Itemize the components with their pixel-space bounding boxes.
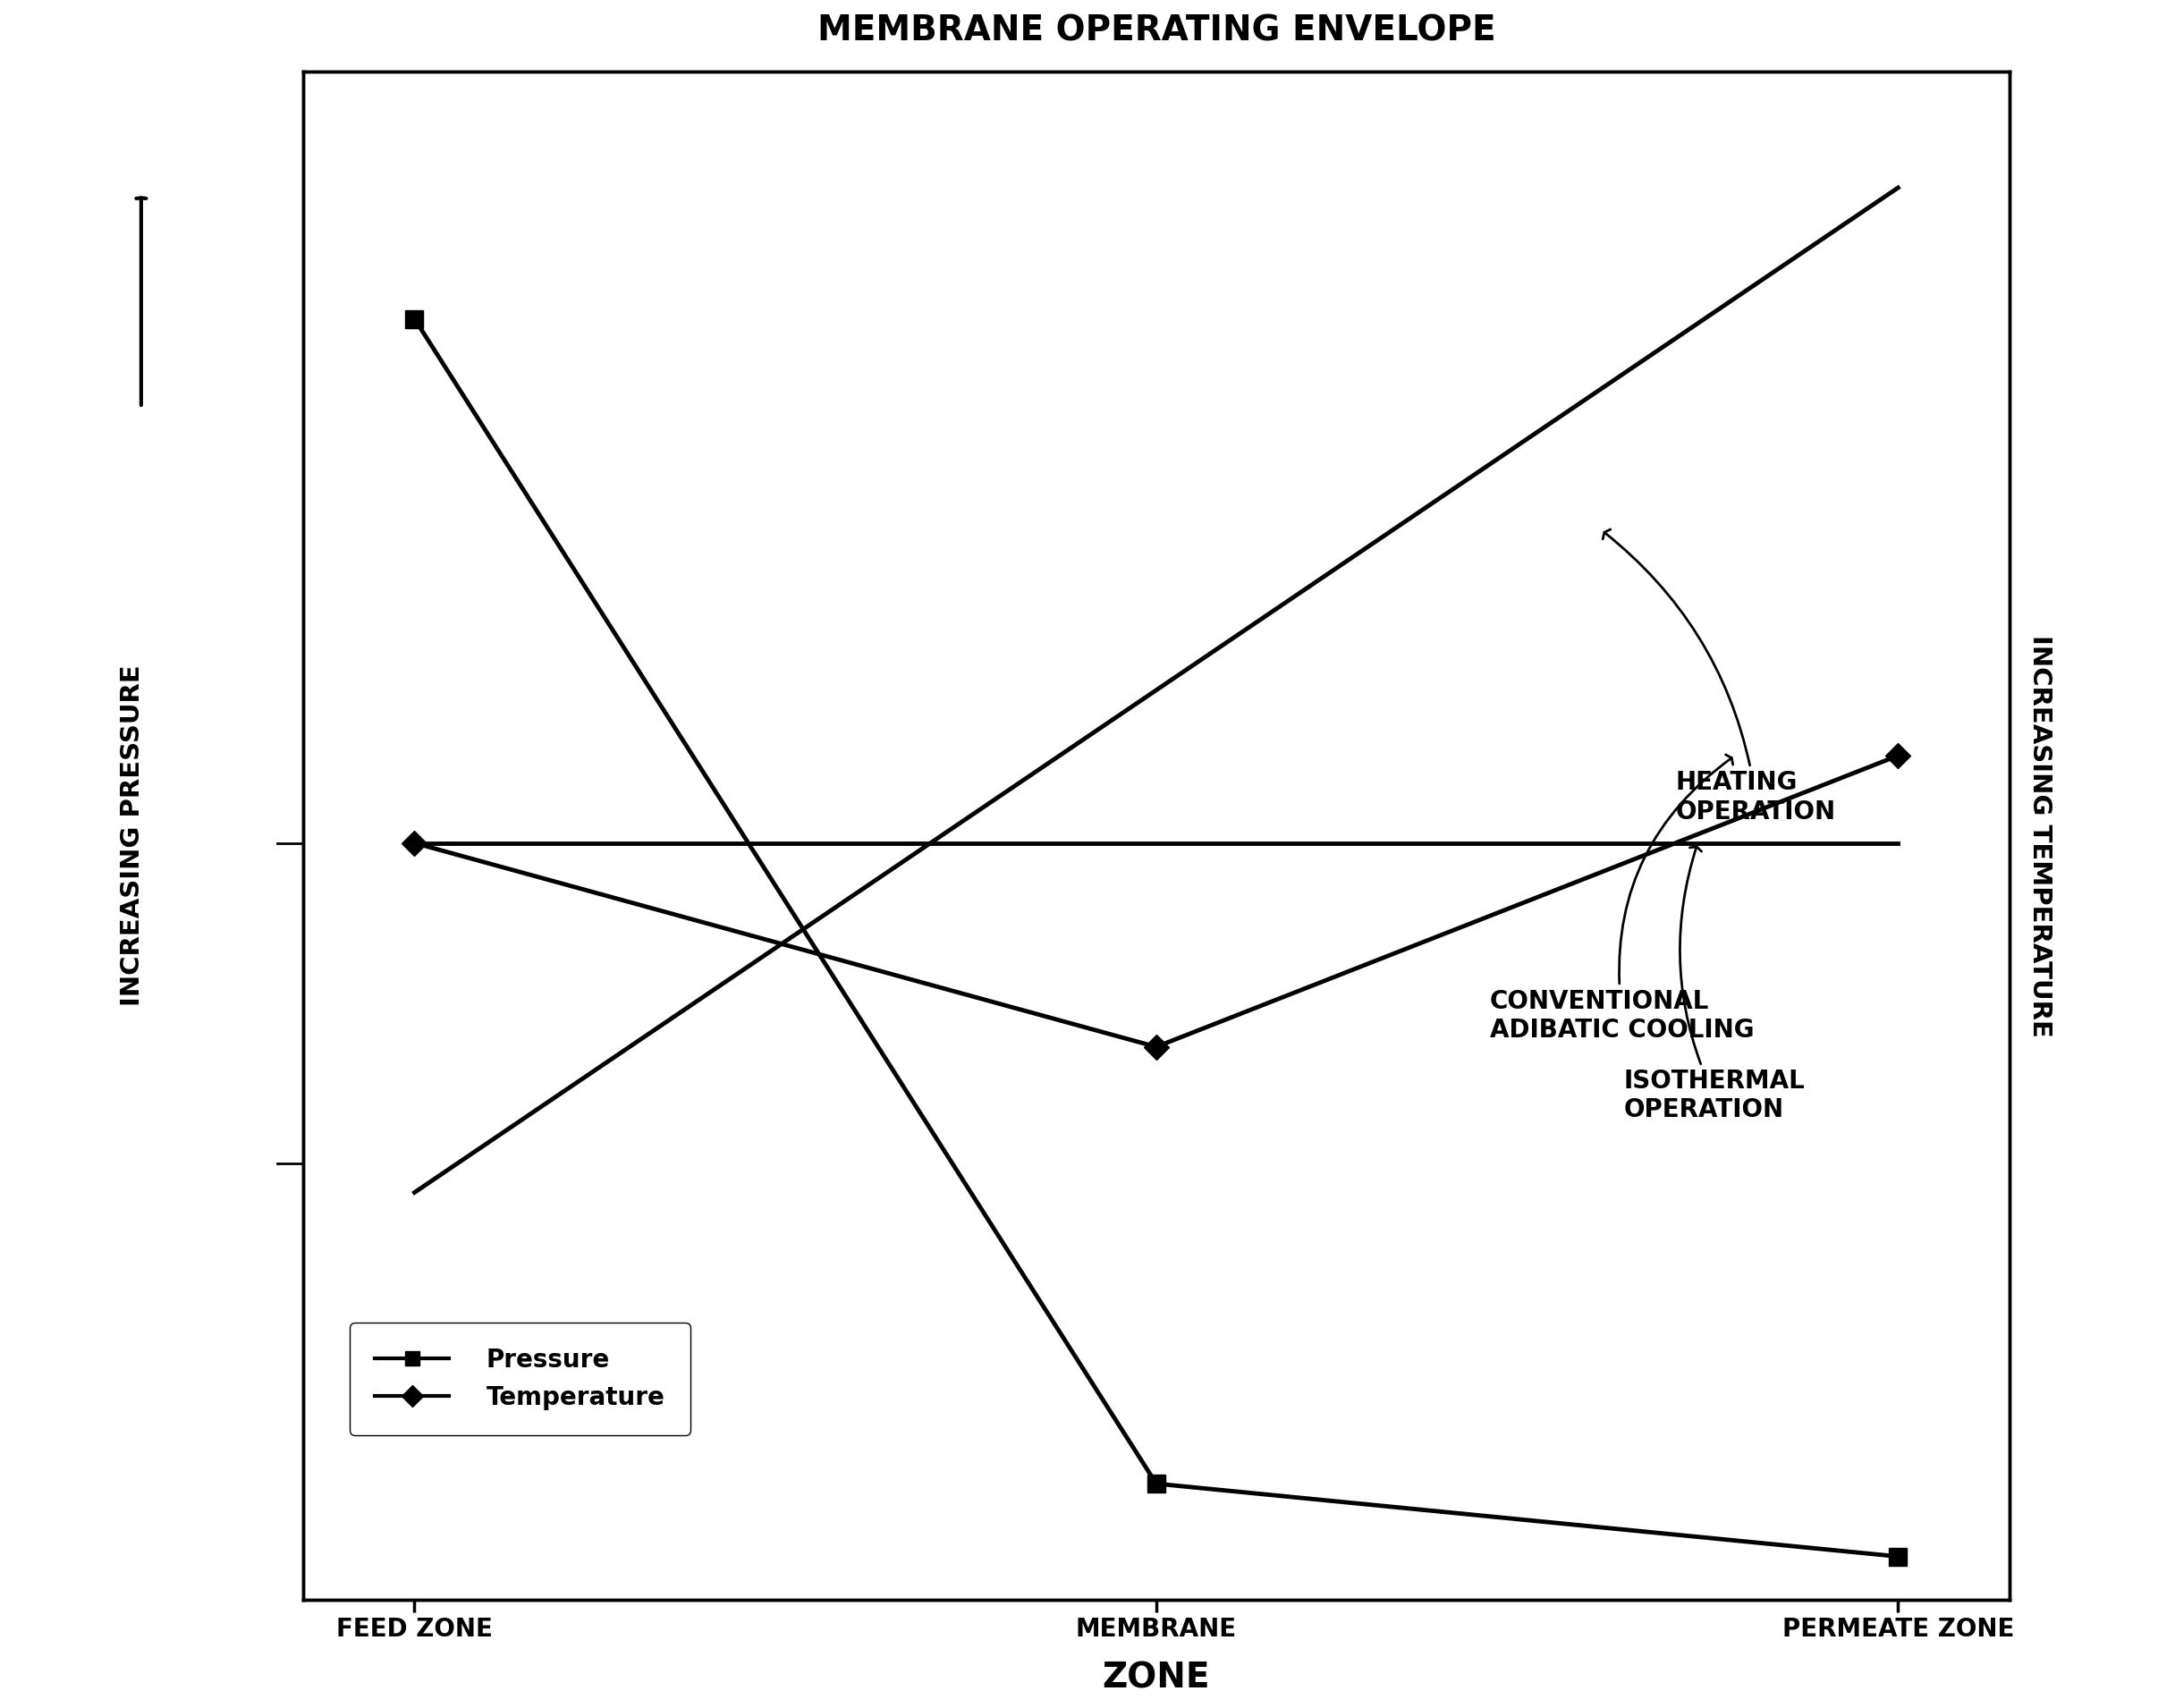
Pressure: [1144, 1474, 1170, 1494]
Temperature: [402, 834, 428, 854]
X-axis label: ZONE: ZONE: [1103, 1660, 1209, 1694]
Temperature: [1144, 1037, 1170, 1057]
Text: HEATING
OPERATION: HEATING OPERATION: [1603, 529, 1836, 825]
Pressure: [1886, 1546, 1912, 1566]
Text: INCREASING PRESSURE: INCREASING PRESSURE: [120, 664, 146, 1006]
Temperature: [1886, 745, 1912, 765]
Legend: Pressure, Temperature: Pressure, Temperature: [350, 1322, 689, 1435]
Pressure: [402, 309, 428, 330]
Title: MEMBRANE OPERATING ENVELOPE: MEMBRANE OPERATING ENVELOPE: [818, 14, 1496, 48]
Line: Temperature: Temperature: [407, 746, 1907, 1056]
Text: ISOTHERMAL
OPERATION: ISOTHERMAL OPERATION: [1623, 847, 1805, 1122]
Text: CONVENTIONAL
ADIBATIC COOLING: CONVENTIONAL ADIBATIC COOLING: [1490, 755, 1755, 1042]
Line: Pressure: Pressure: [407, 311, 1907, 1565]
Y-axis label: INCREASING TEMPERATURE: INCREASING TEMPERATURE: [2027, 635, 2053, 1037]
